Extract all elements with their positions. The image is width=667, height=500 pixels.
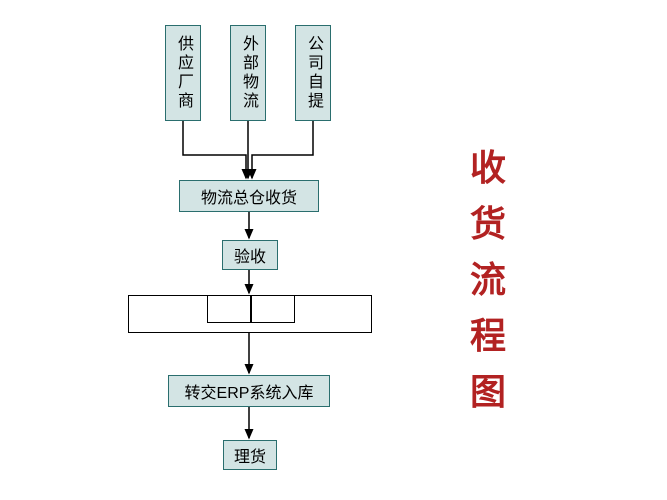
node-supplier: 供应厂商 xyxy=(165,25,201,121)
node-company-pickup: 公司自提 xyxy=(295,25,331,121)
flowchart-arrows xyxy=(0,0,667,500)
node-erp-entry: 转交ERP系统入库 xyxy=(168,375,330,407)
node-label: 公司自提 xyxy=(301,35,325,111)
node-label: 理货 xyxy=(234,443,266,467)
subprocess-inner-right xyxy=(251,295,295,323)
node-label: 供应厂商 xyxy=(171,35,195,111)
node-label: 验收 xyxy=(234,243,266,267)
node-label: 外部物流 xyxy=(236,35,260,111)
node-warehouse-receive: 物流总仓收货 xyxy=(179,180,319,212)
node-label: 转交ERP系统入库 xyxy=(185,379,314,403)
diagram-title: 收货流程图 xyxy=(470,140,506,420)
node-external-logistics: 外部物流 xyxy=(230,25,266,121)
node-sort-goods: 理货 xyxy=(223,440,277,470)
node-label: 物流总仓收货 xyxy=(201,184,297,208)
node-inspect: 验收 xyxy=(222,240,278,270)
subprocess-inner-left xyxy=(207,295,251,323)
